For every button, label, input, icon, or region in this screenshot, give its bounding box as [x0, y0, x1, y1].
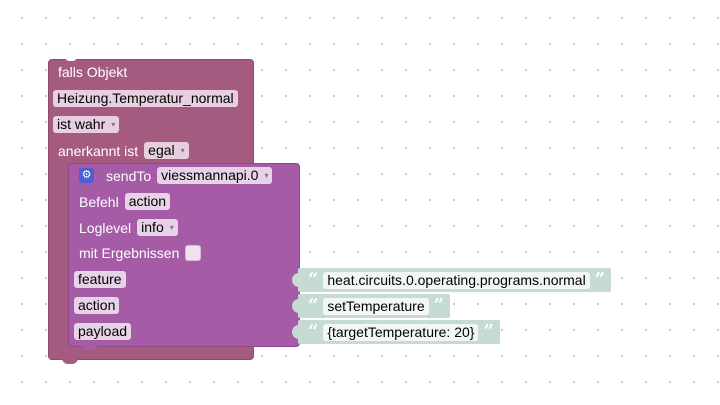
condition-row: ist wahr ▾ — [53, 116, 120, 133]
loglevel-value: info — [141, 219, 164, 235]
loglevel-label: Loglevel — [79, 219, 132, 236]
text-block-connector — [292, 273, 300, 287]
text-value-payload[interactable]: {targetTemperature: 20} — [323, 323, 479, 341]
trigger-header-label: falls Objekt — [58, 64, 128, 80]
trigger-block-top-notch — [64, 55, 78, 61]
param-row-action: action — [74, 297, 120, 314]
sendto-label: sendTo — [106, 167, 152, 184]
param-row-feature: feature — [74, 271, 126, 288]
param-name-payload[interactable]: payload — [74, 323, 132, 340]
text-value-action[interactable]: setTemperature — [323, 297, 429, 315]
chevron-down-icon: ▾ — [180, 146, 185, 155]
text-block-connector — [292, 299, 300, 313]
instance-dropdown[interactable]: viessmannapi.0 ▾ — [157, 167, 273, 184]
quote-close-icon: ” — [483, 321, 494, 342]
condition-value: ist wahr — [57, 116, 106, 132]
chevron-down-icon: ▾ — [169, 223, 174, 232]
loglevel-dropdown[interactable]: info ▾ — [137, 219, 178, 236]
ack-dropdown[interactable]: egal ▾ — [144, 142, 189, 159]
quote-open-icon: “ — [308, 269, 319, 290]
trigger-header-row: falls Objekt — [58, 64, 127, 80]
results-row: mit Ergebnissen — [79, 245, 202, 261]
command-field[interactable]: action — [124, 193, 171, 210]
text-block-action[interactable]: “ setTemperature ” — [298, 294, 450, 318]
text-value-feature[interactable]: heat.circuits.0.operating.programs.norma… — [323, 271, 590, 289]
object-id-field[interactable]: Heizung.Temperatur_normal — [53, 90, 238, 107]
command-label: Befehl — [79, 193, 119, 210]
sendto-header-row: ⚙ sendTo viessmannapi.0 ▾ — [79, 167, 273, 184]
sendto-block[interactable]: ⚙ sendTo viessmannapi.0 ▾ Befehl action … — [68, 163, 300, 347]
results-checkbox[interactable] — [185, 245, 202, 261]
object-id-row: Heizung.Temperatur_normal — [53, 90, 238, 107]
quote-close-icon: ” — [433, 295, 444, 316]
param-row-payload: payload — [74, 323, 132, 340]
ack-label: anerkannt ist — [58, 142, 139, 159]
param-name-action[interactable]: action — [74, 297, 120, 314]
ack-row: anerkannt ist egal ▾ — [58, 142, 189, 159]
command-row: Befehl action — [79, 193, 171, 210]
param-name-feature[interactable]: feature — [74, 271, 126, 288]
instance-value: viessmannapi.0 — [161, 167, 259, 183]
quote-open-icon: “ — [308, 321, 319, 342]
text-block-connector — [292, 325, 300, 339]
condition-dropdown[interactable]: ist wahr ▾ — [53, 116, 120, 133]
chevron-down-icon: ▾ — [111, 120, 116, 129]
quote-close-icon: ” — [594, 269, 606, 290]
sendto-block-bottom-tab — [82, 344, 98, 350]
trigger-block-bottom-tab — [62, 358, 78, 364]
loglevel-row: Loglevel info ▾ — [79, 219, 178, 236]
quote-open-icon: “ — [308, 295, 319, 316]
text-block-payload[interactable]: “ {targetTemperature: 20} ” — [298, 320, 500, 344]
gear-icon[interactable]: ⚙ — [79, 168, 94, 183]
ack-value: egal — [148, 142, 175, 158]
results-label: mit Ergebnissen — [79, 245, 180, 261]
text-block-feature[interactable]: “ heat.circuits.0.operating.programs.nor… — [298, 268, 612, 292]
chevron-down-icon: ▾ — [264, 171, 269, 180]
